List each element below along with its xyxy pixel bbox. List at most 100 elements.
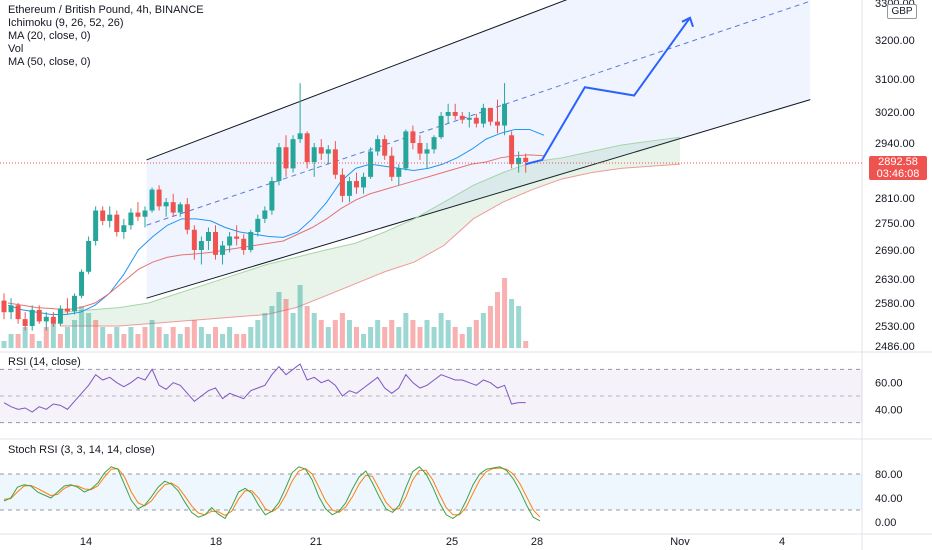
stoch-tick-label: 80.00 bbox=[875, 469, 903, 481]
candle bbox=[297, 83, 303, 143]
volume-bar bbox=[8, 334, 14, 348]
candle bbox=[156, 185, 162, 211]
candle bbox=[57, 305, 63, 326]
indicator-ichimoku[interactable]: Ichimoku (9, 26, 52, 26) bbox=[8, 17, 124, 29]
candle-body bbox=[29, 309, 35, 326]
volume-bar bbox=[410, 320, 416, 348]
candle bbox=[290, 135, 296, 173]
volume-bars bbox=[1, 278, 529, 348]
candle bbox=[64, 298, 70, 315]
candle-body bbox=[516, 157, 522, 165]
price-tick-label: 2940.00 bbox=[875, 138, 915, 150]
volume-bar bbox=[346, 320, 352, 348]
price-tick-label: 2580.00 bbox=[875, 298, 915, 310]
candles bbox=[1, 83, 529, 331]
stoch-pane-label[interactable]: Stoch RSI (3, 3, 14, 14, close) bbox=[8, 444, 155, 456]
candle bbox=[417, 135, 423, 160]
currency-button[interactable]: GBP bbox=[887, 4, 917, 19]
volume-bar bbox=[86, 313, 92, 348]
last-price: 2892.58 bbox=[878, 156, 918, 168]
candle bbox=[269, 176, 275, 215]
volume-bar bbox=[64, 327, 70, 348]
candle-body bbox=[269, 181, 275, 211]
candle-body bbox=[354, 181, 359, 188]
candle bbox=[36, 305, 42, 324]
volume-bar bbox=[1, 341, 7, 348]
volume-bar bbox=[431, 327, 437, 348]
candle bbox=[361, 172, 367, 194]
candle-body bbox=[234, 236, 240, 239]
volume-bar bbox=[509, 299, 515, 348]
volume-bar bbox=[452, 327, 458, 348]
candle-body bbox=[403, 131, 409, 169]
candle-body bbox=[304, 133, 310, 163]
candle bbox=[325, 145, 331, 165]
candle bbox=[198, 236, 204, 265]
candle-body bbox=[255, 218, 261, 232]
candle-body bbox=[417, 143, 423, 154]
volume-bar bbox=[36, 341, 42, 348]
volume-bar bbox=[516, 306, 522, 348]
stoch-k-line bbox=[3, 466, 541, 522]
candle-body bbox=[191, 229, 197, 250]
candle-body bbox=[15, 305, 21, 320]
candle-body bbox=[64, 308, 70, 312]
volume-bar bbox=[142, 327, 148, 348]
candle-body bbox=[135, 212, 141, 217]
price-tick-label: 2486.00 bbox=[875, 341, 915, 353]
ma50-line bbox=[7, 154, 545, 311]
price-tick-label: 2630.00 bbox=[875, 274, 915, 286]
candle bbox=[346, 176, 352, 203]
candle bbox=[502, 83, 508, 136]
candle-body bbox=[72, 295, 77, 312]
volume-bar bbox=[480, 313, 486, 348]
volume-bar bbox=[121, 334, 127, 348]
indicator-ma20[interactable]: MA (20, close, 0) bbox=[8, 30, 91, 42]
candle bbox=[8, 298, 14, 320]
volume-bar bbox=[396, 327, 402, 348]
candle-body bbox=[523, 157, 529, 163]
candle bbox=[368, 147, 374, 179]
volume-bar bbox=[262, 313, 268, 348]
volume-bar bbox=[227, 327, 233, 348]
candle bbox=[283, 135, 289, 177]
candle bbox=[72, 293, 77, 315]
volume-bar bbox=[424, 320, 430, 348]
candle bbox=[43, 312, 49, 331]
rsi-line bbox=[3, 363, 526, 413]
candle bbox=[121, 218, 127, 239]
candle-body bbox=[241, 238, 247, 250]
stoch-tick-label: 0.00 bbox=[875, 517, 896, 529]
candle bbox=[382, 135, 388, 160]
candle-body bbox=[290, 139, 296, 169]
price-tick-label: 3100.00 bbox=[875, 74, 915, 86]
candle bbox=[184, 198, 190, 235]
candle-body bbox=[142, 210, 148, 217]
candle bbox=[135, 202, 141, 221]
volume-bar bbox=[248, 327, 254, 348]
indicator-ma50[interactable]: MA (50, close, 0) bbox=[8, 56, 91, 68]
volume-bar bbox=[191, 320, 197, 348]
volume-bar bbox=[304, 306, 310, 348]
indicator-vol[interactable]: Vol bbox=[8, 43, 24, 55]
candle-body bbox=[396, 168, 402, 177]
candle-body bbox=[121, 225, 127, 232]
candle bbox=[509, 131, 515, 169]
candle-body bbox=[445, 112, 451, 116]
volume-bar bbox=[361, 334, 367, 348]
time-tick-label: 14 bbox=[80, 536, 92, 548]
ichimoku-cloud bbox=[60, 137, 680, 326]
candle bbox=[403, 129, 409, 171]
ma20-line bbox=[7, 128, 545, 315]
volume-bar bbox=[22, 327, 28, 348]
time-tick-label: 21 bbox=[310, 536, 322, 548]
volume-bar bbox=[205, 334, 211, 348]
volume-bar bbox=[325, 327, 331, 348]
candle bbox=[114, 210, 120, 237]
rsi-pane-label[interactable]: RSI (14, close) bbox=[8, 356, 81, 368]
candle-body bbox=[79, 271, 85, 296]
candle bbox=[142, 206, 148, 228]
candle-body bbox=[163, 202, 169, 207]
